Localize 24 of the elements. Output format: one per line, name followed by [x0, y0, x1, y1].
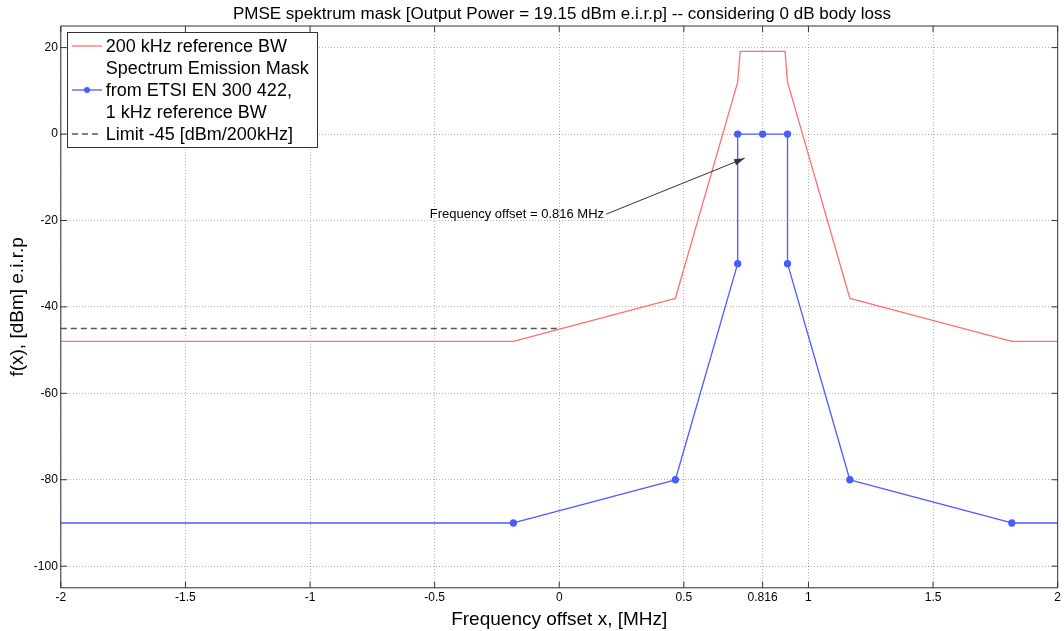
y-tick-label: -100: [33, 558, 59, 573]
y-axis-title: f(x), [dBm] e.i.r.p: [5, 237, 27, 377]
x-tick-label: 2: [1054, 590, 1062, 605]
y-tick-label: 0: [51, 126, 59, 141]
x-tick-label: 1.5: [924, 590, 942, 605]
y-tick-label: -60: [40, 385, 59, 400]
x-tick-label: 1: [805, 590, 813, 605]
x-tick-label: 0.816: [747, 590, 778, 605]
chart-title: PMSE spektrum mask [Output Power = 19.15 dBm e.i.r.p] -- considering 0 dB body loss: [231, 4, 893, 24]
legend-label: Limit -45 [dBm/200kHz]: [105, 123, 293, 145]
x-tick-label: -2: [55, 590, 67, 605]
x-tick-label: 0: [555, 590, 563, 605]
x-axis-title: Frequency offset x, [MHz]: [451, 607, 668, 629]
y-tick-label: -20: [40, 212, 59, 227]
y-tick-label: 20: [44, 39, 59, 54]
x-tick-label: -1.5: [175, 590, 197, 605]
x-tick-label: -1: [304, 590, 316, 605]
legend-label: Spectrum Emission Mask from ETSI EN 300 422, 1 kHz reference BW: [105, 57, 309, 123]
annotation: Frequency offset = 0.816 MHz: [429, 205, 605, 221]
y-tick-label: -40: [40, 299, 59, 314]
x-tick-label: 0.5: [675, 590, 693, 605]
y-tick-label: -80: [40, 472, 59, 487]
legend-label: 200 kHz reference BW: [105, 35, 287, 57]
x-tick-label: -0.5: [424, 590, 446, 605]
